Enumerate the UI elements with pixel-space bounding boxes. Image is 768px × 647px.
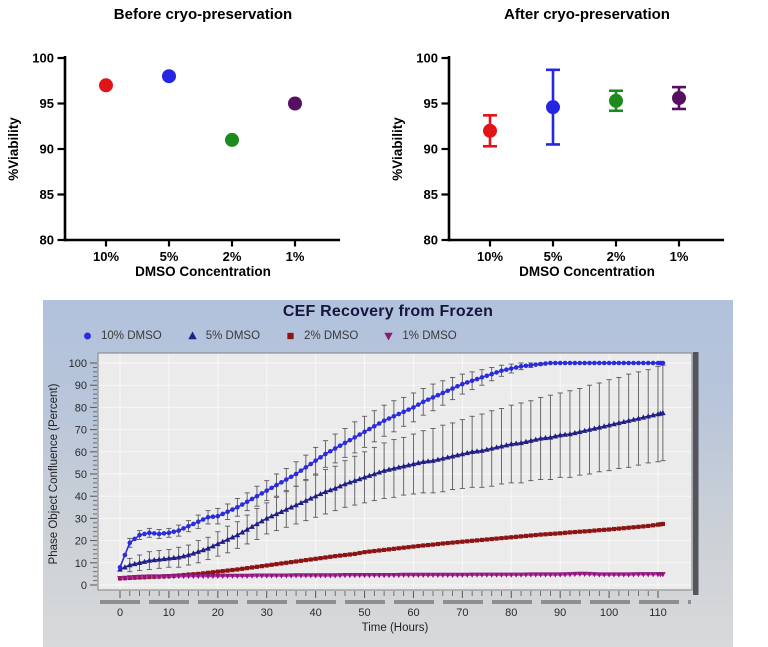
y-tick-label: 0 bbox=[81, 580, 87, 592]
y-tick-label: 80 bbox=[424, 233, 438, 248]
x-tick-label: 70 bbox=[456, 607, 468, 619]
recovery-chart-plot: 0 10 20 30 40 50 60 70 80 90 100 0 10 20 30 40 50 60 70 80 9… bbox=[69, 352, 699, 619]
x-tick-label: 40 bbox=[310, 607, 322, 619]
before-chart: 80 85 90 95 100 10% 5% 2% 1% Before cryo-preserv… bbox=[0, 0, 384, 296]
before-chart-ylabel: %Viability bbox=[6, 117, 21, 181]
legend-item-5-dmso: 5% DMSO bbox=[186, 330, 260, 342]
y-tick-label: 90 bbox=[40, 142, 54, 157]
y-tick-label: 40 bbox=[75, 491, 87, 503]
series-10-dmso bbox=[117, 360, 666, 570]
recovery-chart-ylabel: Phase Object Confluence (Percent) bbox=[48, 383, 60, 565]
top-charts-row: 80 85 90 95 100 10% 5% 2% 1% Before cryo-preserv… bbox=[0, 0, 768, 296]
y-tick-label: 85 bbox=[40, 187, 54, 202]
x-tick-label: 0 bbox=[117, 607, 123, 619]
y-tick-label: 95 bbox=[40, 96, 54, 111]
x-tick-label: 90 bbox=[554, 607, 566, 619]
x-tick-label: 30 bbox=[261, 607, 273, 619]
data-point-2-dmso bbox=[609, 89, 623, 113]
before-chart-title: Before cryo-preservation bbox=[113, 6, 293, 23]
legend-item-2-dmso: 2% DMSO bbox=[284, 330, 358, 342]
5-dmso-triangle-up-icon bbox=[188, 331, 197, 340]
after-chart-xlabel: DMSO Concentration bbox=[519, 264, 655, 279]
10-dmso-circle-icon bbox=[84, 332, 91, 340]
plot-area bbox=[97, 352, 693, 591]
legend-label: 5% DMSO bbox=[205, 330, 261, 342]
y-tick-label: 80 bbox=[40, 233, 54, 248]
recovery-chart-title: CEF Recovery from Frozen bbox=[282, 303, 494, 320]
x-tick-label: 5% bbox=[160, 249, 179, 264]
series-2-dmso bbox=[117, 521, 665, 581]
x-axis-ticks bbox=[119, 591, 659, 598]
before-chart-plot: 80 85 90 95 100 10% 5% 2% 1% bbox=[32, 51, 340, 264]
y-axis-ticks bbox=[90, 362, 97, 586]
x-tick-label: 110 bbox=[649, 607, 667, 619]
plot-right-edge-bar bbox=[693, 352, 699, 595]
before-chart-xlabel: DMSO Concentration bbox=[135, 264, 271, 279]
x-tick-label: 5% bbox=[544, 249, 563, 264]
legend-item-10-dmso: 10% DMSO bbox=[81, 330, 162, 342]
x-tick-label: 50 bbox=[358, 607, 370, 619]
data-point-10-dmso bbox=[99, 78, 113, 93]
series-1-dmso bbox=[117, 571, 666, 582]
1-dmso-triangle-down-icon bbox=[384, 332, 394, 341]
x-tick-label: 2% bbox=[223, 249, 242, 264]
y-tick-label: 30 bbox=[75, 513, 87, 525]
y-tick-label: 10 bbox=[75, 558, 87, 570]
x-tick-label: 2% bbox=[607, 249, 626, 264]
recovery-legend: 10% DMSO 5% DMSO 2% DMSO 1% DMSO bbox=[81, 330, 457, 342]
data-point-5-dmso bbox=[162, 69, 176, 84]
after-chart: 80 85 90 95 100 10% 5% 2% 1% After cryo-preserva… bbox=[384, 0, 768, 296]
y-tick-label: 20 bbox=[75, 536, 87, 548]
x-tick-label: 1% bbox=[670, 249, 689, 264]
x-tick-label: 60 bbox=[407, 607, 419, 619]
legend-label: 10% DMSO bbox=[101, 330, 162, 342]
y-tick-label: 85 bbox=[424, 187, 438, 202]
y-tick-label: 100 bbox=[69, 358, 87, 370]
y-tick-label: 70 bbox=[75, 425, 87, 437]
data-point-5-dmso bbox=[546, 68, 560, 146]
y-tick-label: 95 bbox=[424, 96, 438, 111]
data-point-10-dmso bbox=[483, 114, 497, 148]
x-tick-label: 100 bbox=[600, 607, 618, 619]
x-tick-label: 10% bbox=[93, 249, 119, 264]
y-tick-label: 50 bbox=[75, 469, 87, 481]
recovery-chart-xlabel: Time (Hours) bbox=[361, 622, 429, 634]
y-tick-label: 90 bbox=[75, 380, 87, 392]
data-point-1-dmso bbox=[288, 96, 302, 111]
data-point-2-dmso bbox=[225, 132, 239, 147]
axes bbox=[441, 56, 724, 242]
x-tick-label: 1% bbox=[286, 249, 305, 264]
after-chart-title: After cryo-preservation bbox=[504, 6, 670, 23]
after-chart-plot: 80 85 90 95 100 10% 5% 2% 1% bbox=[416, 51, 724, 264]
recovery-panel: CEF Recovery from Frozen 10% DMSO 5% DMSO… bbox=[43, 300, 733, 647]
x-tick-label: 80 bbox=[505, 607, 517, 619]
y-tick-label: 90 bbox=[424, 142, 438, 157]
legend-item-1-dmso: 1% DMSO bbox=[382, 330, 457, 342]
x-tick-label: 10 bbox=[163, 607, 175, 619]
2-dmso-square-icon bbox=[287, 332, 294, 340]
series-5-dmso bbox=[117, 409, 666, 572]
gridlines bbox=[99, 354, 691, 589]
x-tick-label: 20 bbox=[212, 607, 224, 619]
legend-label: 1% DMSO bbox=[402, 330, 457, 342]
y-tick-label: 80 bbox=[75, 402, 87, 414]
y-tick-label: 100 bbox=[32, 51, 54, 66]
legend-label: 2% DMSO bbox=[304, 330, 359, 342]
y-tick-label: 60 bbox=[75, 447, 87, 459]
x-tick-label: 10% bbox=[477, 249, 503, 264]
y-tick-label: 100 bbox=[416, 51, 438, 66]
after-chart-ylabel: %Viability bbox=[390, 117, 405, 181]
data-point-1-dmso bbox=[672, 85, 686, 111]
